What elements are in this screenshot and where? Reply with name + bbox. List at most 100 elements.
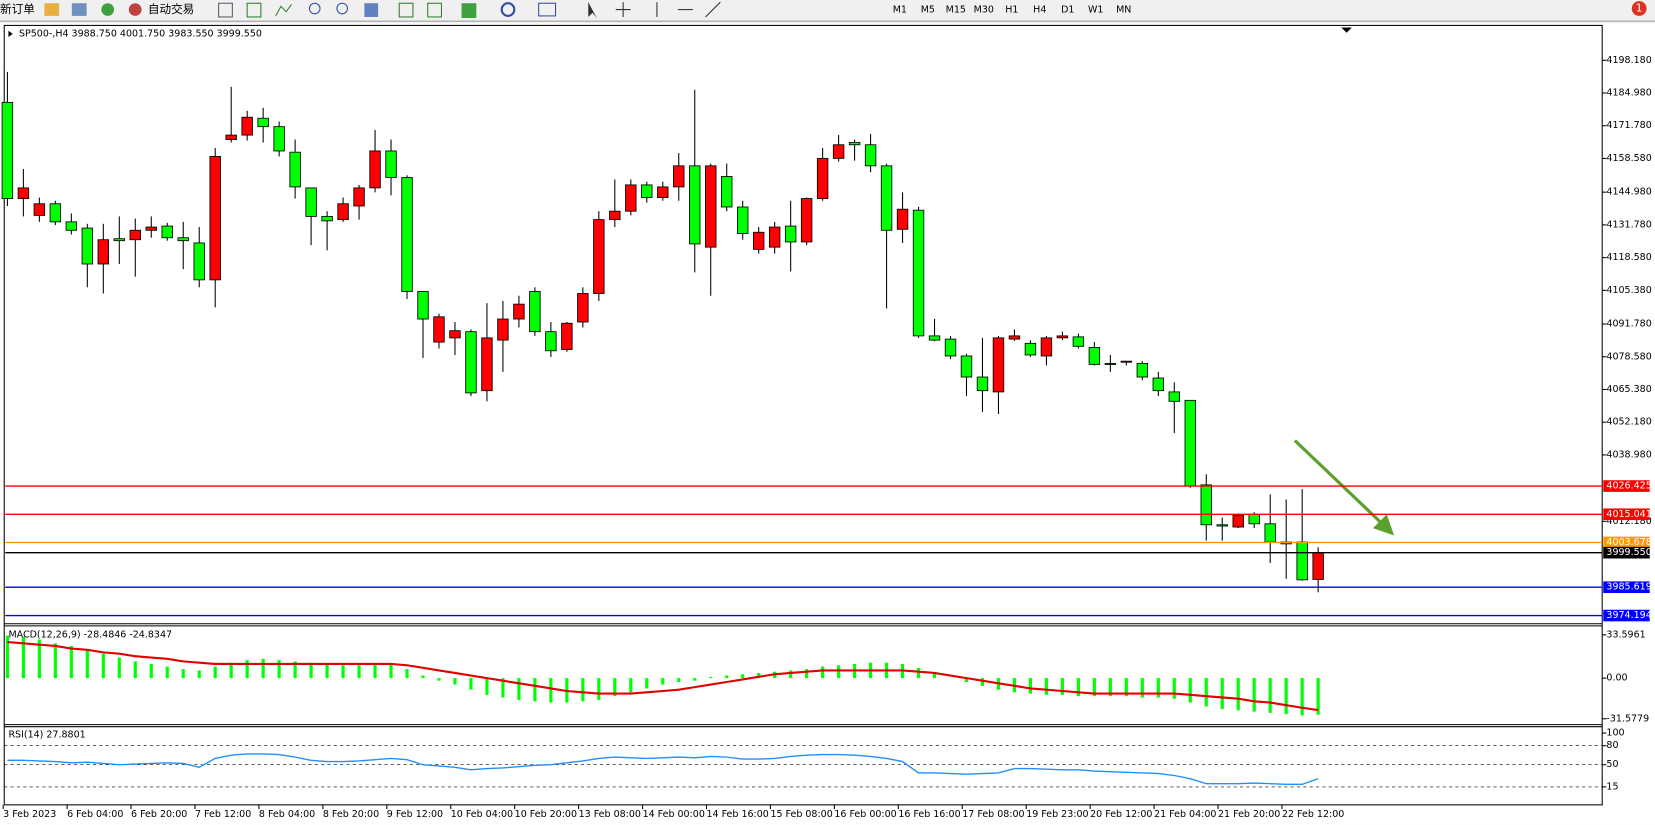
macd-bar — [629, 678, 633, 693]
rsi-line — [7, 753, 1319, 786]
annotation-arrow-head — [1373, 514, 1395, 536]
indicator-title: RSI(14) 27.8801 — [8, 730, 85, 741]
macd-bar — [1204, 678, 1208, 707]
price-label: 3974.194 — [1606, 610, 1651, 621]
macd-bar — [1268, 678, 1272, 713]
macd-bar — [21, 636, 25, 679]
candle-body — [241, 116, 253, 136]
candle-body — [225, 134, 237, 140]
timeframe-button[interactable] — [1027, 2, 1053, 19]
icon[interactable] — [461, 3, 477, 19]
icon[interactable] — [275, 3, 292, 17]
icon[interactable] — [71, 3, 87, 16]
icon[interactable] — [128, 3, 142, 16]
candle-body — [1104, 362, 1117, 365]
new-order-button[interactable]: 新订单 — [0, 2, 35, 16]
y-tick-label: 4198.180 — [1606, 55, 1651, 66]
y-tick-label: 0.00 — [1606, 673, 1627, 684]
candle-body — [289, 151, 301, 188]
timeframe-label[interactable]: MN — [1116, 5, 1131, 16]
macd-bar — [932, 672, 937, 679]
timeframe-label[interactable]: H4 — [1033, 5, 1046, 16]
timeframe-label[interactable]: M5 — [921, 5, 935, 16]
candle-body — [1040, 337, 1053, 357]
candle-body — [497, 318, 509, 341]
candle-body — [209, 155, 221, 281]
candle-body — [449, 330, 461, 339]
candle-body — [369, 150, 381, 189]
y-tick-label: 50 — [1606, 759, 1618, 770]
x-tick-label: 16 Feb 00:00 — [834, 809, 896, 820]
candle-body — [1296, 541, 1308, 581]
icon[interactable] — [398, 2, 414, 18]
icon[interactable] — [364, 3, 379, 17]
macd-bar — [165, 666, 169, 679]
y-tick-label: 4078.580 — [1606, 351, 1651, 362]
price-label: 3999.550 — [1606, 547, 1651, 558]
notification-count: 1 — [1636, 3, 1643, 15]
timeframe-label[interactable]: W1 — [1088, 5, 1103, 16]
timeframe-label[interactable]: M15 — [946, 5, 966, 16]
timeframe-button[interactable] — [943, 2, 969, 19]
candle-body — [433, 316, 445, 343]
icon[interactable] — [705, 1, 721, 18]
macd-bar — [437, 678, 441, 681]
timeframe-button[interactable] — [1083, 2, 1109, 19]
indicator-title: MACD(12,26,9) -28.4846 -24.8347 — [8, 629, 172, 640]
macd-bar — [677, 678, 681, 682]
macd-bar — [1124, 678, 1128, 697]
x-tick-label: 15 Feb 08:00 — [770, 809, 832, 820]
macd-bar — [1300, 678, 1304, 716]
timeframe-label[interactable]: D1 — [1061, 5, 1074, 16]
candle-body — [401, 177, 413, 292]
macd-bar — [1156, 678, 1160, 698]
timeframe-button[interactable] — [1111, 2, 1137, 19]
icon[interactable] — [308, 2, 321, 15]
candle-body — [1088, 347, 1101, 365]
y-tick-label: 4158.580 — [1606, 153, 1651, 164]
macd-bar — [741, 674, 745, 679]
timeframe-button[interactable] — [1055, 2, 1081, 19]
timeframe-button[interactable] — [887, 2, 913, 19]
timeframe-label[interactable]: M1 — [893, 5, 907, 16]
icon[interactable] — [427, 2, 443, 18]
macd-bar — [1252, 678, 1256, 712]
candle-body — [1120, 360, 1133, 363]
notification-badge[interactable] — [1631, 1, 1647, 16]
candle-body — [1008, 335, 1021, 340]
y-tick-label: 4012.180 — [1606, 516, 1651, 527]
macd-bar — [613, 678, 617, 697]
icon[interactable] — [615, 2, 631, 17]
icon[interactable] — [336, 2, 349, 15]
candle-body — [689, 165, 701, 245]
macd-bar — [37, 639, 41, 679]
candle-body — [593, 219, 605, 294]
candle-body — [641, 184, 653, 198]
candle-body — [1152, 377, 1165, 392]
candle-body — [1184, 399, 1196, 487]
timeframe-button[interactable] — [915, 2, 941, 19]
macd-bar — [53, 643, 57, 679]
candle-body — [113, 238, 125, 242]
icon[interactable] — [500, 2, 516, 17]
macd-bar — [1076, 678, 1080, 697]
timeframe-label[interactable]: M30 — [974, 5, 994, 16]
timeframe-button[interactable] — [999, 2, 1025, 19]
macd-bar — [1140, 678, 1144, 698]
price-label: 3985.619 — [1606, 582, 1651, 593]
icon[interactable] — [588, 2, 597, 19]
candle-body — [1248, 513, 1260, 525]
y-tick-label: 4052.180 — [1606, 417, 1651, 428]
icon[interactable] — [44, 3, 60, 16]
timeframe-button[interactable] — [971, 2, 997, 19]
macd-bar — [661, 678, 665, 685]
macd-bar — [421, 675, 425, 679]
timeframe-label[interactable]: H1 — [1005, 5, 1018, 16]
icon[interactable] — [218, 2, 233, 18]
macd-bar — [1028, 678, 1033, 694]
icon[interactable] — [538, 2, 557, 17]
icon[interactable] — [246, 2, 262, 18]
candle-body — [736, 206, 749, 234]
icon[interactable] — [101, 3, 115, 16]
auto-trading-button[interactable]: 自动交易 — [148, 2, 194, 16]
